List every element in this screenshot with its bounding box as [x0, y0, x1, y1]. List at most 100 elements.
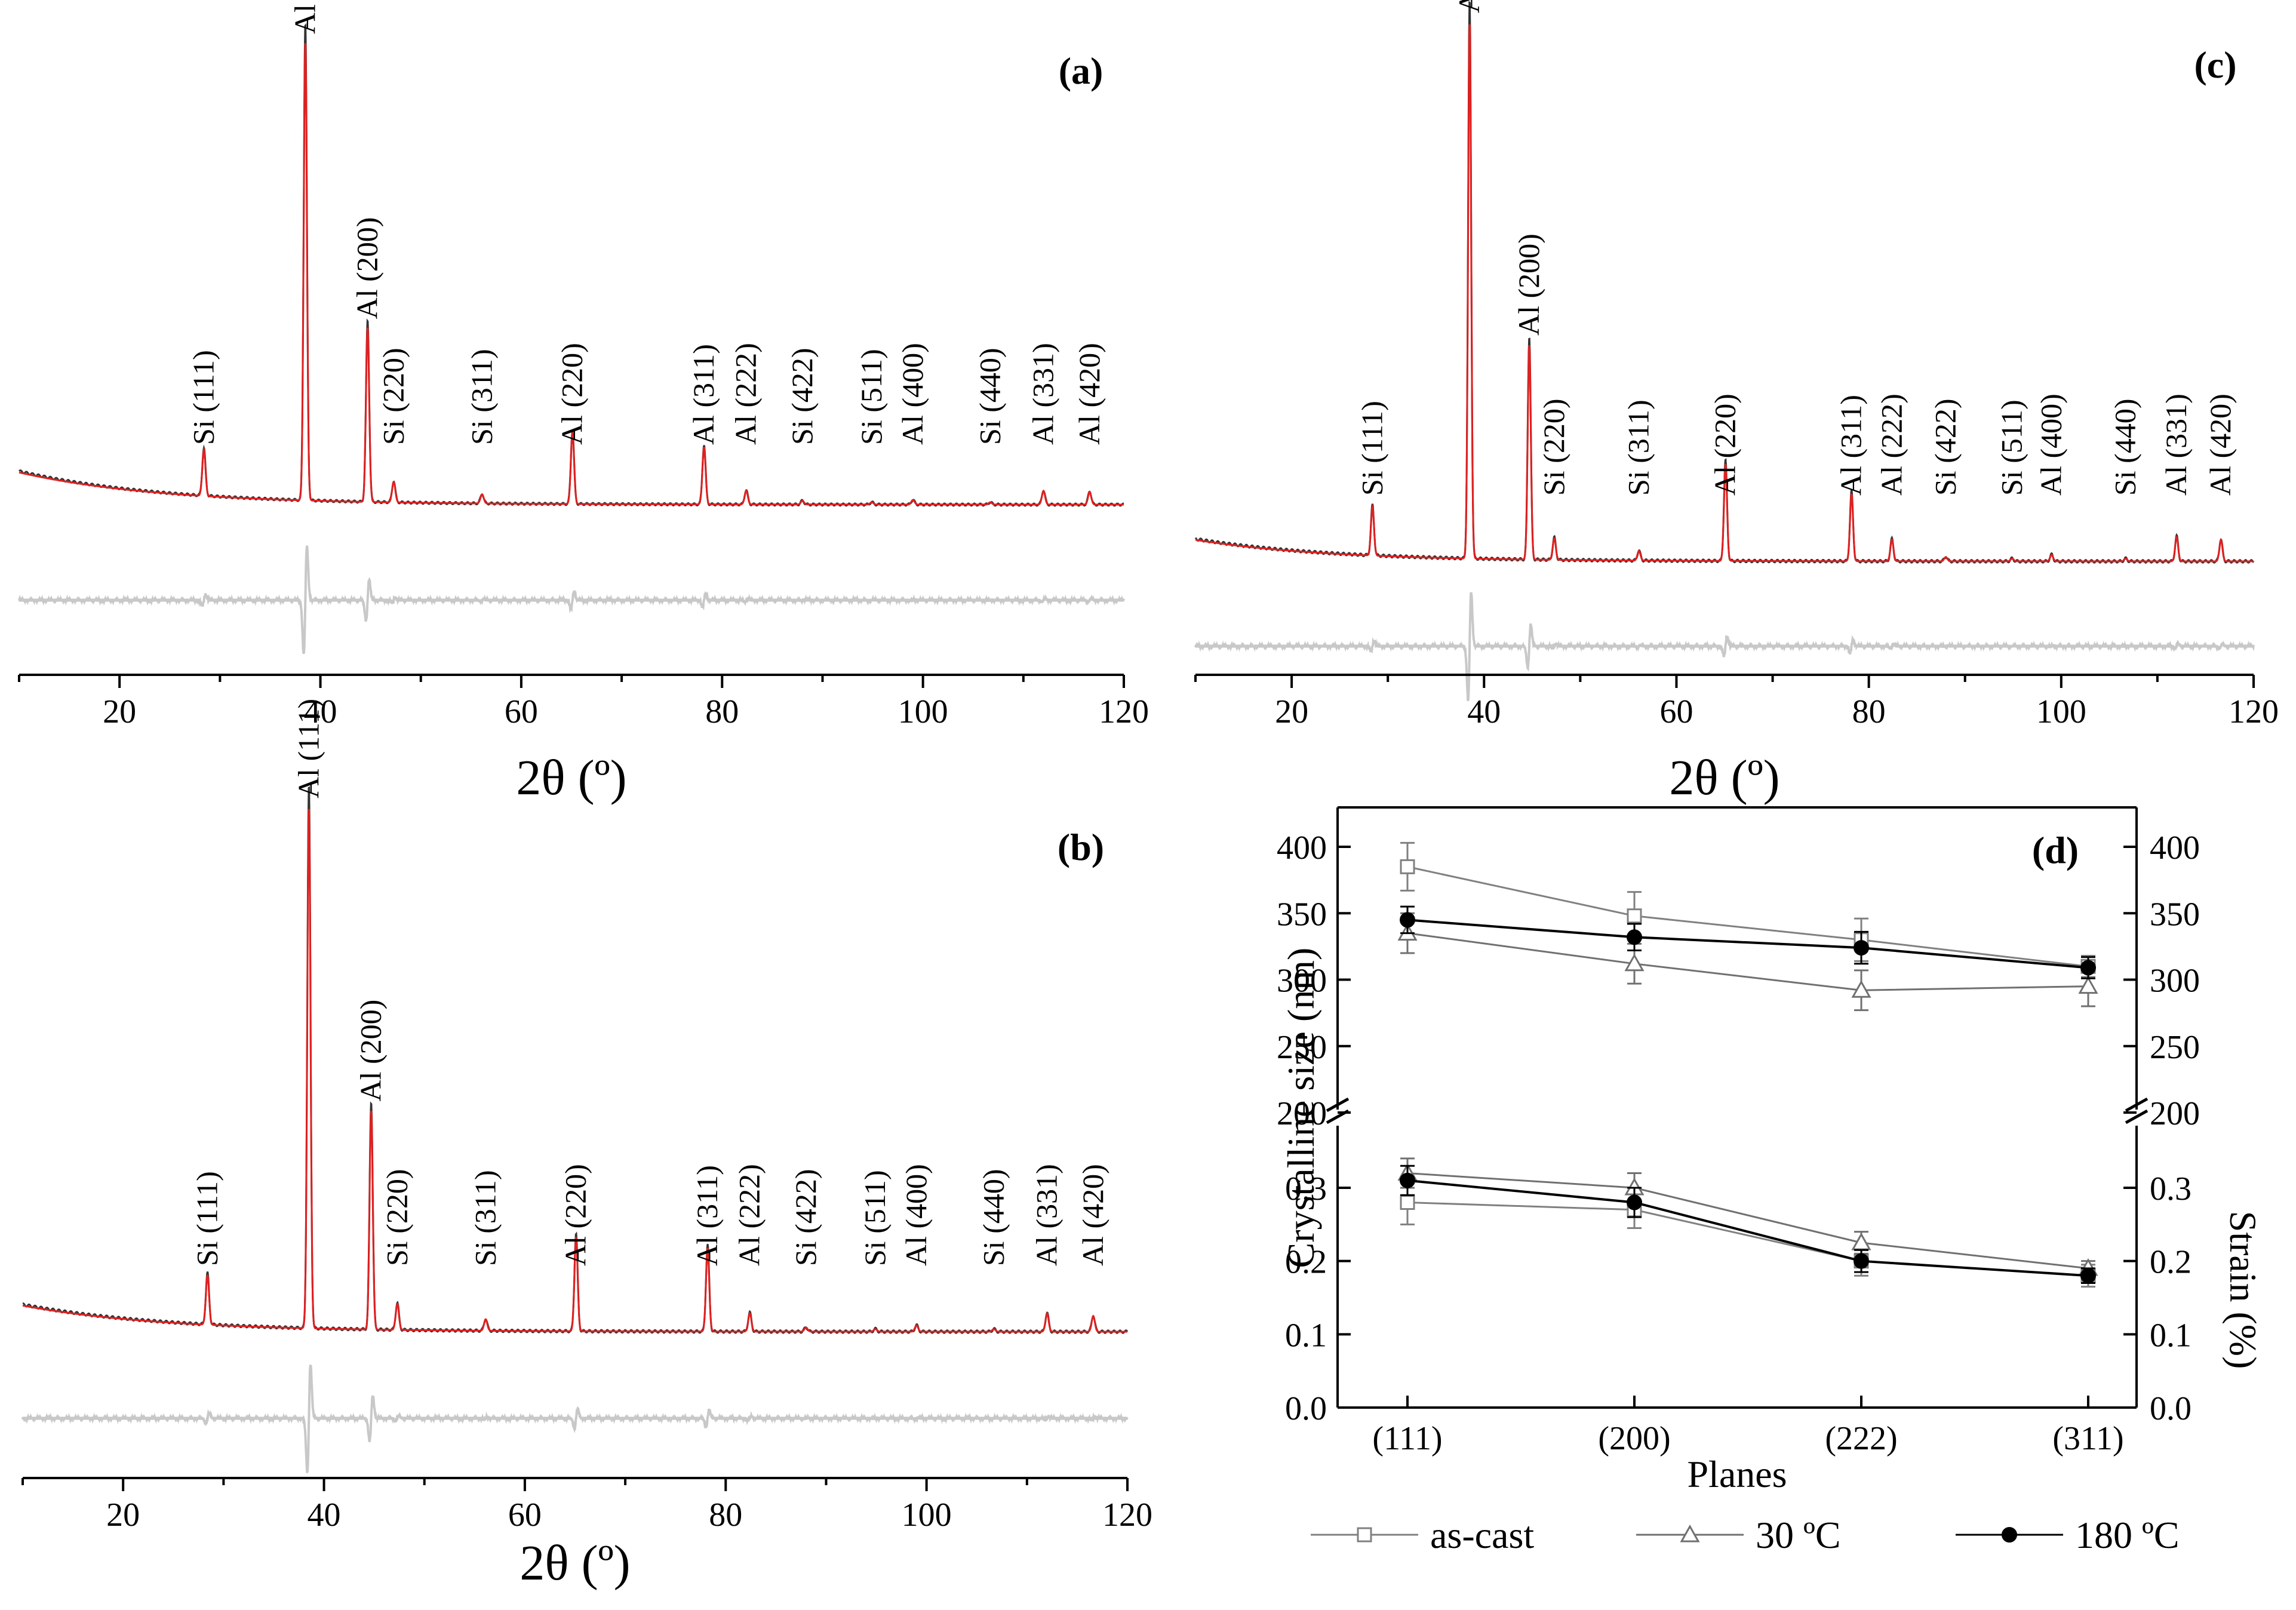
peak-label: Al (200)	[1512, 233, 1545, 336]
panel-letter: (c)	[2194, 44, 2236, 86]
peak-label: Al (222)	[729, 343, 763, 445]
difference-curve-line	[18, 545, 1125, 655]
peak-label: Si (111)	[190, 1171, 223, 1266]
peak-label: Si (422)	[785, 348, 819, 445]
peak-label: Si (311)	[1622, 400, 1655, 496]
strain-data-point	[1400, 1195, 1415, 1210]
strain-size-panel-d: 200 200 250 250 300 300 350 350 400 400 0.0 0.0 0.1 0…	[1277, 806, 2264, 1556]
size-tick-label-left: 300	[1277, 963, 1327, 1000]
x-axis-title: Planes	[1687, 1453, 1787, 1495]
x-tick-label: 100	[898, 693, 948, 730]
strain-data-point	[2080, 1268, 2096, 1284]
peak-label: Al (111)	[1452, 0, 1486, 13]
peak-label: Al (222)	[1874, 394, 1908, 496]
x-tick-label: 60	[1659, 693, 1693, 730]
peak-label: Si (422)	[1929, 399, 1962, 496]
x-tick-label: 120	[1102, 1497, 1152, 1534]
legend-marker	[2002, 1527, 2017, 1543]
peak-label: Si (111)	[1355, 401, 1388, 496]
panel-letter: (b)	[1058, 826, 1104, 868]
calculated-pattern-line	[22, 809, 1127, 1333]
calculated-pattern-line	[19, 43, 1124, 506]
y-axis-title-right: Strain (%)	[2222, 1211, 2264, 1369]
peak-label: Al (220)	[555, 343, 589, 445]
difference-curve-line	[1194, 592, 2255, 702]
size-tick-label-left: 200	[1277, 1095, 1327, 1132]
x-tick-label: 20	[1275, 693, 1308, 730]
x-tick-label: 60	[505, 693, 538, 730]
peak-label: Si (422)	[789, 1169, 822, 1267]
series-1	[1400, 841, 2096, 1288]
x-tick-label: 120	[1099, 693, 1149, 730]
size-tick-label-left: 350	[1277, 896, 1327, 933]
size-data-point	[2080, 960, 2096, 976]
size-tick-label-left: 250	[1277, 1029, 1327, 1066]
strain-tick-label-left: 0.1	[1285, 1317, 1327, 1354]
strain-series-line	[1407, 1172, 2089, 1270]
peak-label: Al (111)	[291, 699, 325, 798]
peak-label: Si (220)	[1537, 399, 1570, 496]
size-data-point	[1400, 859, 1415, 874]
x-tick-label: (111)	[1372, 1420, 1442, 1457]
x-tick-label: (200)	[1598, 1420, 1670, 1457]
calculated-pattern-line	[1195, 24, 2254, 563]
peak-label: Al (400)	[2034, 394, 2068, 496]
x-tick-label: 40	[308, 1497, 341, 1534]
size-tick-label-right: 250	[2150, 1029, 2200, 1066]
strain-series-line	[1407, 1202, 2089, 1277]
y-axis-title-left: Crystalline size (nm)	[1280, 948, 1322, 1268]
size-data-point	[1627, 908, 1642, 924]
x-tick-label: 40	[1467, 693, 1501, 730]
peak-label: Al (220)	[1708, 394, 1742, 496]
series-2	[1397, 912, 2098, 1277]
peak-label: Al (400)	[899, 1164, 933, 1266]
peak-label: Al (331)	[1029, 1164, 1063, 1266]
strain-tick-label-right: 0.0	[2150, 1390, 2192, 1427]
size-data-point	[1627, 929, 1642, 945]
peak-label: Al (111)	[288, 0, 321, 34]
series-3	[1400, 905, 2096, 1284]
x-tick-label: 100	[902, 1497, 952, 1534]
peak-label: Si (440)	[973, 348, 1006, 445]
peak-label: Al (311)	[687, 344, 720, 445]
size-tick-label-right: 350	[2150, 896, 2200, 933]
size-data-point	[1854, 940, 1869, 956]
size-tick-label-right: 400	[2150, 829, 2200, 867]
strain-tick-label-right: 0.3	[2150, 1170, 2192, 1208]
peak-label: Si (220)	[380, 1169, 413, 1267]
x-tick-label: 60	[508, 1497, 542, 1534]
panel-letter: (a)	[1059, 50, 1104, 92]
peak-label: Si (311)	[468, 1170, 502, 1266]
axis-break-mark	[1326, 1097, 1350, 1113]
xrd-panel-b: 20 40 60 80 100 120 2θ (º) (b) Si (111) Al (111) A…	[21, 699, 1152, 1591]
peak-label: Si (311)	[465, 349, 498, 445]
peak-label: Si (111)	[186, 350, 220, 445]
peak-label: Al (311)	[1834, 395, 1868, 496]
size-data-point	[1400, 912, 1415, 928]
axis-break-mark	[2125, 1109, 2149, 1124]
x-axis-title: 2θ (º)	[516, 750, 626, 806]
x-tick-label: (311)	[2052, 1420, 2123, 1457]
panel-letter: (d)	[2032, 829, 2079, 871]
peak-label: Si (511)	[855, 349, 888, 445]
size-series-line	[1407, 932, 2089, 991]
x-tick-label: 20	[106, 1497, 140, 1534]
axis-break-mark	[2125, 1097, 2149, 1113]
x-tick-label: 40	[304, 693, 337, 730]
peak-label: Al (200)	[354, 1000, 388, 1102]
size-data-point	[2078, 976, 2098, 994]
x-tick-label: 80	[705, 693, 739, 730]
x-tick-label: 120	[2229, 693, 2279, 730]
peak-label: Al (311)	[690, 1165, 724, 1266]
strain-tick-label-right: 0.1	[2150, 1317, 2192, 1354]
strain-tick-label-left: 0.0	[1285, 1390, 1327, 1427]
legend-marker	[1357, 1527, 1372, 1543]
legend: as-cast 30 ºC 180 ºC	[1311, 1514, 2180, 1556]
strain-tick-label-left: 0.3	[1285, 1170, 1327, 1208]
x-tick-label: 80	[1852, 693, 1886, 730]
peak-label: Al (331)	[2159, 394, 2193, 496]
xrd-panel-c: 20 40 60 80 100 120 2θ (º) (c) Si (111) Al (111) A…	[1194, 0, 2279, 806]
peak-label: Al (222)	[733, 1164, 766, 1266]
peak-label: Al (400)	[896, 343, 929, 445]
x-tick-label: 100	[2036, 693, 2086, 730]
